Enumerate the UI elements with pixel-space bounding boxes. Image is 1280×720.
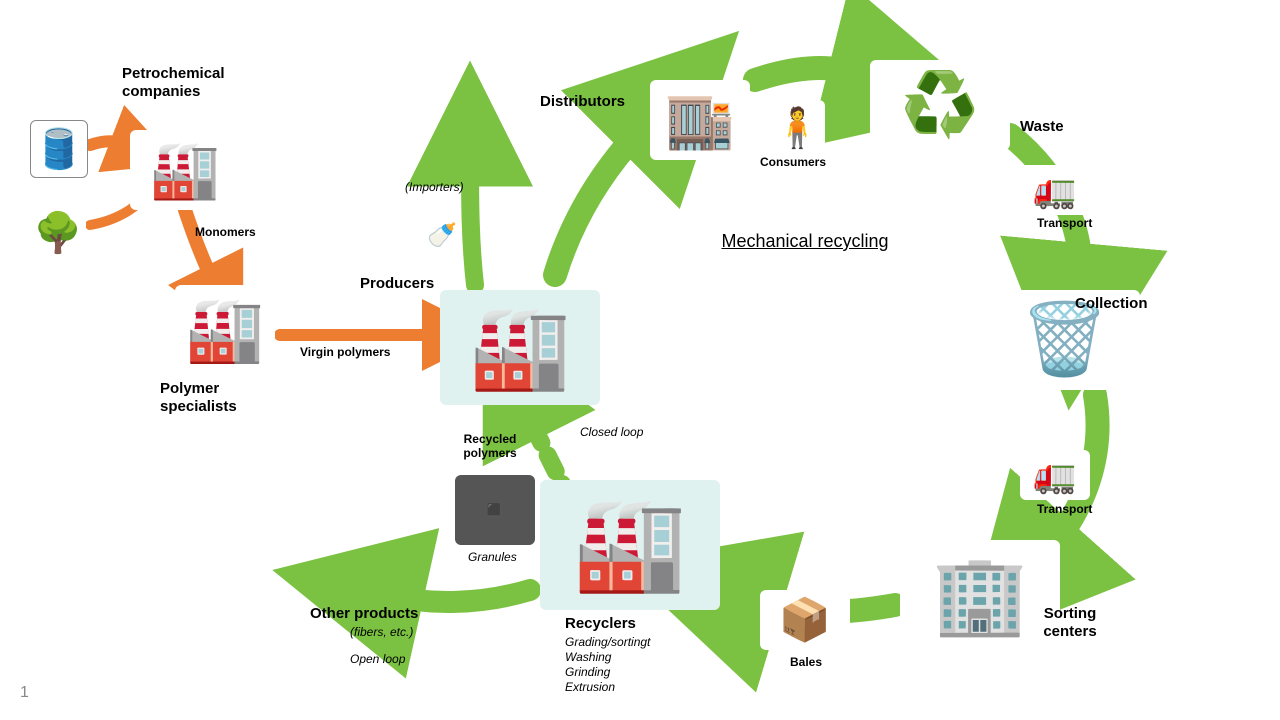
label-virgin-polymers: Virgin polymers bbox=[300, 345, 390, 359]
label-granules: Granules bbox=[468, 550, 517, 565]
arrow-oil_to_petro bbox=[90, 141, 128, 145]
arrow-prod_to_import bbox=[470, 155, 475, 285]
node-bottle: 🍼 bbox=[425, 205, 459, 265]
label-transport-2: Transport bbox=[1037, 502, 1092, 516]
node-recyclers_plant: 🏭 bbox=[540, 480, 720, 610]
node-poly_plant: 🏭 bbox=[175, 285, 275, 375]
label-petrochemical: Petrochemical companies bbox=[122, 65, 282, 101]
label-collection: Collection bbox=[1075, 295, 1148, 313]
label-waste: Waste bbox=[1020, 118, 1064, 136]
diagram-stage: { "page_number": "1", "title": "Mechanic… bbox=[0, 0, 1280, 720]
diagram-title: Mechanical recycling bbox=[720, 230, 890, 253]
label-monomers: Monomers bbox=[195, 225, 256, 239]
label-recyclers: Recyclers bbox=[565, 615, 636, 633]
node-tree: 🌳 bbox=[30, 205, 86, 261]
label-open-loop: Open loop bbox=[350, 652, 405, 667]
node-producers_plant: 🏭 bbox=[440, 290, 600, 405]
label-polymer-specialists: Polymer specialists bbox=[160, 380, 280, 416]
label-importers: (Importers) bbox=[405, 180, 464, 195]
node-consumer_fig: 🧍 bbox=[770, 100, 825, 155]
label-closed-loop: Closed loop bbox=[580, 425, 643, 440]
node-bales: 📦 bbox=[760, 590, 850, 650]
label-producers: Producers bbox=[360, 275, 434, 293]
node-truck1: 🚛 bbox=[1020, 165, 1090, 215]
node-granules: ▪️ bbox=[455, 475, 535, 545]
node-oil_bag: 🛢️ bbox=[30, 120, 88, 178]
label-other-sub: (fibers, etc.) bbox=[350, 625, 413, 640]
label-consumers: Consumers bbox=[760, 155, 826, 169]
node-truck2: 🚛 bbox=[1020, 450, 1090, 500]
arrow-dist_to_waste bbox=[755, 68, 870, 80]
label-recyclers-ops: Grading/sortingt Washing Grinding Extrus… bbox=[565, 635, 650, 695]
node-petro_plant: 🏭 bbox=[130, 130, 240, 210]
arrow-recyc_to_other bbox=[385, 590, 530, 602]
label-other-products: Other products bbox=[310, 605, 418, 623]
label-bales: Bales bbox=[790, 655, 822, 669]
page-number: 1 bbox=[20, 684, 29, 702]
label-sorting: Sorting centers bbox=[1020, 605, 1120, 641]
node-store: 🏬 bbox=[650, 80, 750, 160]
label-transport-1: Transport bbox=[1037, 216, 1092, 230]
arrow-petro_to_poly bbox=[185, 210, 215, 285]
label-distributors: Distributors bbox=[540, 93, 625, 111]
arrow-prod_to_dist bbox=[555, 120, 650, 275]
node-waste_bottles: ♻️ bbox=[870, 60, 1010, 150]
label-recycled-polymers: Recycled polymers bbox=[450, 432, 530, 461]
